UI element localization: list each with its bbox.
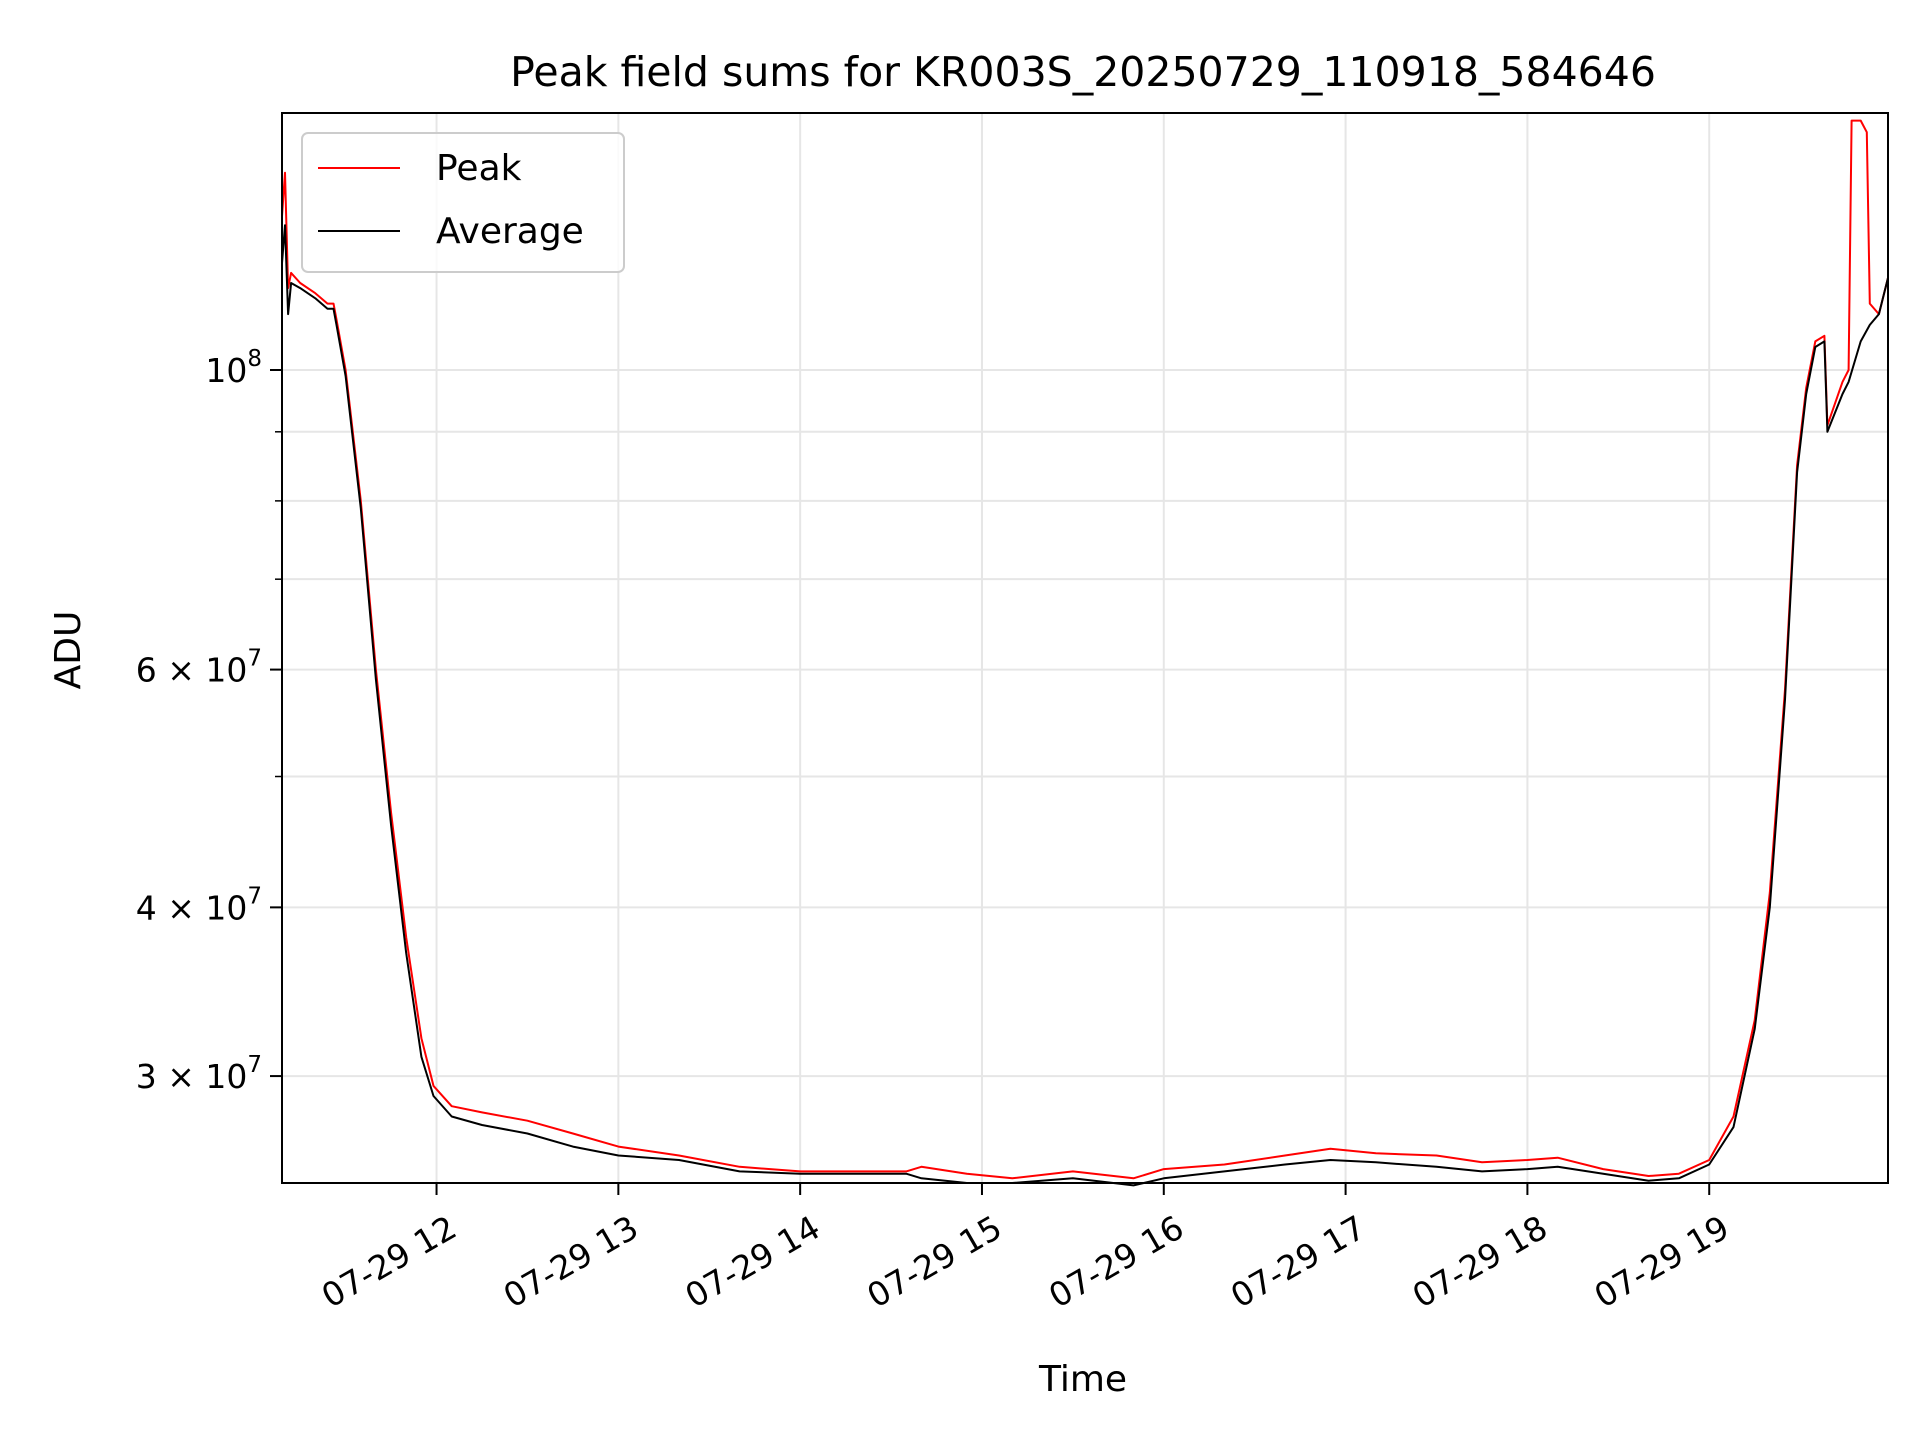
y-tick-label: 6 × 107 xyxy=(136,646,262,690)
x-axis-label: Time xyxy=(1038,1359,1127,1400)
grid xyxy=(282,113,1888,1183)
legend: Peak Average xyxy=(301,132,625,273)
chart-title: Peak field sums for KR003S_20250729_1109… xyxy=(510,48,1656,96)
y-tick-label: 3 × 107 xyxy=(136,1052,262,1096)
series-layer xyxy=(281,119,1889,1187)
y-tick-label: 108 xyxy=(205,346,262,390)
series-line-average xyxy=(281,224,1889,1187)
plot-area-frame xyxy=(281,112,1889,1184)
legend-label-peak: Peak xyxy=(436,148,522,189)
legend-label-average: Average xyxy=(436,211,584,252)
y-axis-label: ADU xyxy=(48,611,89,690)
y-tick-label: 4 × 107 xyxy=(136,883,262,927)
